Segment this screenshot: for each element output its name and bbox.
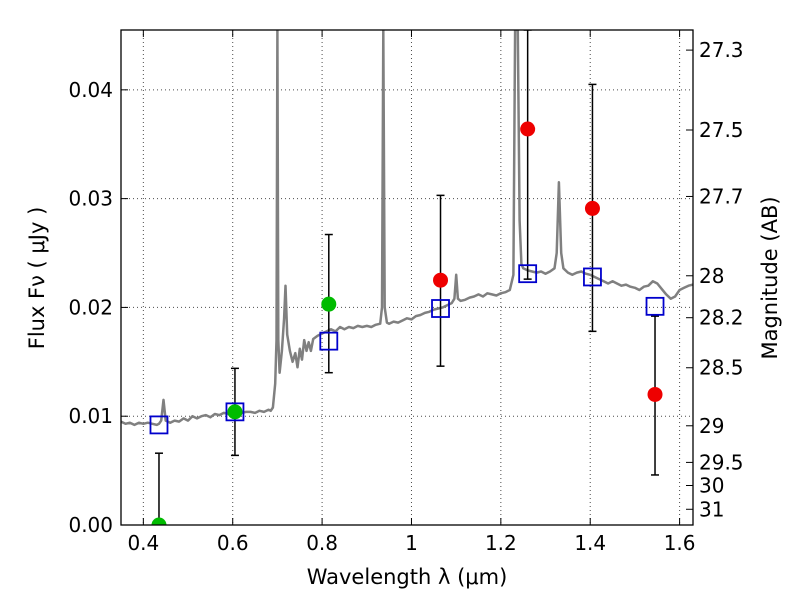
model-box-layer <box>149 264 665 435</box>
observed-flux-point <box>321 296 337 312</box>
x-tick-label: 1.2 <box>485 531 517 555</box>
x-tick-label: 0.8 <box>306 531 338 555</box>
x-tick-label: 0.4 <box>127 531 159 555</box>
model-box-marker <box>431 299 450 318</box>
y-tick-label: 0.00 <box>68 513 113 537</box>
observed-flux-point <box>647 386 663 402</box>
model-box-marker <box>149 415 169 435</box>
model-box-marker <box>518 264 538 284</box>
magnitude-tick-label: 30 <box>699 474 724 498</box>
model-box-marker <box>583 267 602 287</box>
grid-lines <box>121 30 693 526</box>
magnitude-tick-label: 28 <box>699 264 724 288</box>
observed-flux-point <box>151 517 167 525</box>
observed-point-layer <box>151 121 663 525</box>
x-axis-label: Wavelength λ (μm) <box>307 565 508 589</box>
x-tick-label: 1.6 <box>664 531 696 555</box>
spectrum-layer <box>121 30 693 427</box>
x-tick-label: 1.4 <box>574 531 606 555</box>
y-axis-label: Flux Fν ( μJy ) <box>25 207 49 350</box>
spectrum-line <box>121 30 693 427</box>
magnitude-tick-label: 27.7 <box>699 184 744 208</box>
model-box-marker <box>225 402 245 422</box>
observed-flux-point <box>433 272 449 288</box>
magnitude-tick-label: 27.3 <box>699 38 744 62</box>
y-axis-right-label: Magnitude (AB) <box>758 196 782 359</box>
observed-flux-point <box>520 121 536 137</box>
magnitude-tick-label: 27.5 <box>699 118 744 142</box>
magnitude-tick-label: 29.5 <box>699 450 744 474</box>
x-tick-label: 0.6 <box>217 531 249 555</box>
model-box-marker <box>645 296 665 316</box>
magnitude-tick-label: 29 <box>699 414 724 438</box>
y-ticks: 0.00 0.01 0.02 0.03 0.04 <box>68 78 128 537</box>
observed-flux-point <box>584 200 600 216</box>
magnitude-tick-label: 28.5 <box>699 356 744 380</box>
y-tick-label: 0.04 <box>68 78 113 102</box>
y-tick-label: 0.01 <box>68 404 113 428</box>
magnitude-tick-label: 31 <box>699 497 724 521</box>
y-tick-label: 0.03 <box>68 187 113 211</box>
y-tick-label: 0.02 <box>68 295 113 319</box>
x-ticks: 0.4 0.6 0.8 1 1.2 1.4 1.6 <box>127 30 696 555</box>
x-tick-label: 1 <box>405 531 418 555</box>
magnitude-tick-label: 28.2 <box>699 306 744 330</box>
model-box-marker <box>319 331 339 351</box>
observed-flux-point <box>227 404 243 420</box>
plot-frame <box>120 29 694 526</box>
